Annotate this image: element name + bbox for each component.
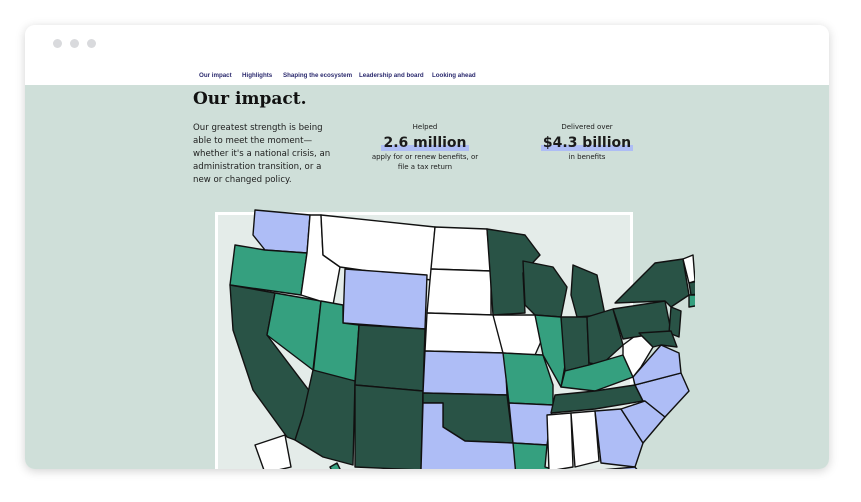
nav-looking-ahead[interactable]: Looking ahead [432, 72, 476, 79]
close-window-dot[interactable] [53, 39, 62, 48]
state-vermont[interactable] [682, 254, 695, 284]
stat-helped-top: Helped [412, 123, 438, 131]
stat-delivered-value: $4.3 billion [540, 135, 634, 151]
state-louisiana[interactable] [512, 442, 567, 469]
nav-highlights[interactable]: Highlights [242, 72, 273, 79]
nav-shaping-ecosystem[interactable]: Shaping the ecosystem [283, 72, 353, 79]
state-iowa[interactable] [492, 314, 544, 356]
nav-leadership-board[interactable]: Leadership and board [359, 72, 424, 79]
page-title: Our impact. [193, 89, 307, 109]
impact-section: Our impact. Our greatest strength is bei… [25, 85, 829, 469]
stat-helped: Helped 2.6 million apply for or renew be… [370, 122, 480, 172]
state-connecticut[interactable] [688, 294, 695, 308]
nav-our-impact[interactable]: Our impact [199, 72, 232, 79]
state-hawaii[interactable] [329, 462, 341, 469]
state-kansas[interactable] [422, 350, 508, 396]
state-mississippi[interactable] [546, 412, 574, 469]
stat-delivered-top: Delivered over [561, 123, 613, 131]
state-indiana[interactable] [560, 316, 590, 372]
state-michigan[interactable] [570, 264, 606, 318]
state-wisconsin[interactable] [522, 260, 568, 318]
state-alabama[interactable] [570, 410, 600, 468]
state-ohio[interactable] [586, 308, 624, 366]
minimize-window-dot[interactable] [70, 39, 79, 48]
state-new-jersey[interactable] [668, 306, 682, 338]
stat-helped-bottom: apply for or renew benefits, or file a t… [371, 153, 479, 171]
state-alaska[interactable] [254, 434, 292, 469]
us-states-map [229, 209, 695, 469]
state-south-dakota[interactable] [426, 268, 492, 316]
state-new-york[interactable] [614, 258, 690, 308]
state-missouri[interactable] [502, 352, 554, 406]
stat-delivered-bottom: in benefits [568, 153, 606, 161]
state-wyoming[interactable] [342, 268, 428, 330]
browser-window: Our impact Highlights Shaping the ecosys… [25, 25, 829, 469]
state-maryland[interactable] [638, 330, 678, 348]
state-north-dakota[interactable] [430, 226, 492, 272]
state-florida[interactable] [567, 466, 657, 469]
maximize-window-dot[interactable] [87, 39, 96, 48]
section-nav: Our impact Highlights Shaping the ecosys… [25, 69, 829, 85]
state-new-mexico[interactable] [354, 384, 424, 469]
stat-helped-value: 2.6 million [381, 135, 469, 151]
stat-delivered: Delivered over $4.3 billion in benefits [535, 122, 639, 162]
state-illinois[interactable] [534, 314, 568, 388]
state-colorado[interactable] [354, 324, 426, 392]
intro-paragraph: Our greatest strength is being able to m… [193, 123, 331, 185]
state-virginia[interactable] [632, 344, 682, 386]
state-nebraska[interactable] [424, 312, 504, 354]
state-massachusetts[interactable] [688, 279, 695, 296]
state-washington[interactable] [252, 209, 311, 254]
state-georgia[interactable] [594, 408, 644, 468]
state-arkansas[interactable] [508, 402, 554, 446]
